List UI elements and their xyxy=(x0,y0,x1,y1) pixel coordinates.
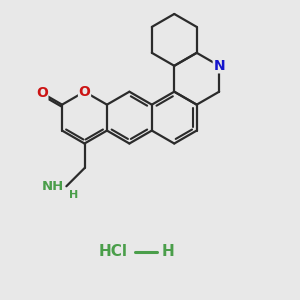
Text: N: N xyxy=(213,59,225,73)
Text: O: O xyxy=(79,85,90,99)
Text: H: H xyxy=(161,244,174,259)
Text: H: H xyxy=(69,190,78,200)
Text: NH: NH xyxy=(41,180,64,193)
Text: HCl: HCl xyxy=(99,244,128,259)
Text: O: O xyxy=(36,86,48,100)
